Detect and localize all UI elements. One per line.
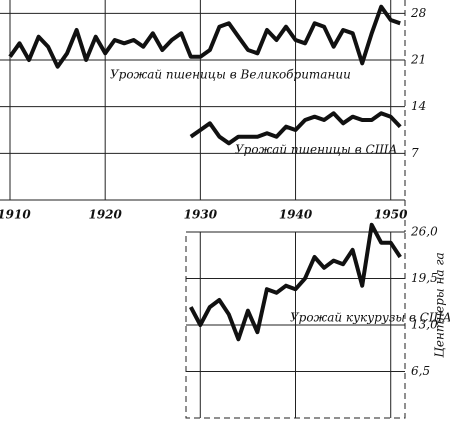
x-tick-label: 1920 [88, 208, 122, 222]
y-tick-label: 28 [410, 6, 427, 20]
series-label: Урожай пшеницы в Великобритании [110, 68, 351, 82]
series-label: Урожай пшеницы в США [235, 143, 397, 157]
x-tick-label: 1940 [279, 208, 313, 222]
y-tick-label: 13,0 [411, 318, 438, 332]
series-line [189, 111, 402, 146]
y-tick-label: 21 [410, 53, 426, 67]
y-axis-title: Центнеры на га [433, 252, 447, 357]
x-tick-label: 1910 [0, 208, 31, 222]
series-label: Урожай кукурузы в США [290, 311, 450, 325]
series-line [189, 222, 402, 342]
x-tick-label: 1950 [374, 208, 408, 222]
y-tick-label: 7 [411, 146, 419, 160]
y-tick-label: 19,5 [411, 271, 438, 285]
y-tick-label: 26,0 [410, 225, 438, 239]
x-tick-label: 1930 [184, 208, 218, 222]
y-tick-label: 6,5 [411, 364, 430, 378]
y-tick-label: 14 [411, 99, 426, 113]
series-line [8, 4, 401, 69]
